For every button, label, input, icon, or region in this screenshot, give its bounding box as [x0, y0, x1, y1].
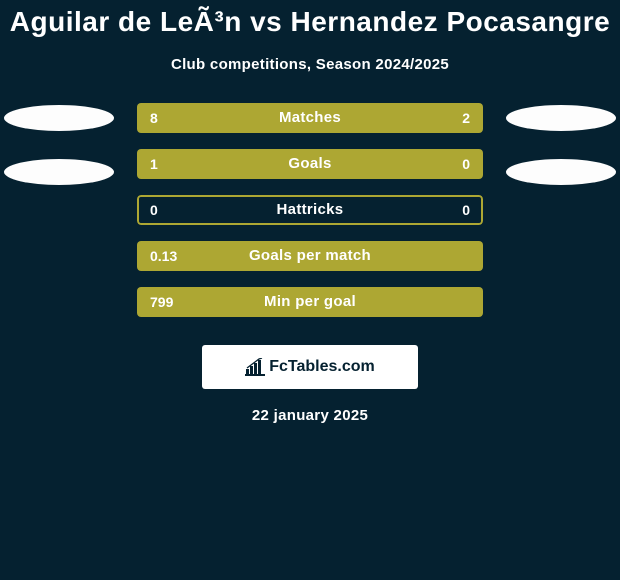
stat-row: 00Hattricks [0, 195, 620, 241]
brand-text: FcTables.com [269, 358, 375, 376]
stat-label: Hattricks [0, 195, 620, 225]
brand-badge[interactable]: FcTables.com [202, 345, 418, 389]
stat-row: 10Goals [0, 149, 620, 195]
stat-label: Goals per match [0, 241, 620, 271]
comparison-card: Aguilar de LeÃ³n vs Hernandez Pocasangre… [0, 0, 620, 580]
date-label: 22 january 2025 [0, 407, 620, 424]
stat-label: Matches [0, 103, 620, 133]
stat-label: Goals [0, 149, 620, 179]
stat-row: 82Matches [0, 103, 620, 149]
stat-rows: 82Matches10Goals00Hattricks0.13Goals per… [0, 103, 620, 333]
chart-icon [245, 358, 265, 376]
stat-row: 0.13Goals per match [0, 241, 620, 287]
subtitle: Club competitions, Season 2024/2025 [0, 56, 620, 73]
page-title: Aguilar de LeÃ³n vs Hernandez Pocasangre [0, 0, 620, 38]
stat-label: Min per goal [0, 287, 620, 317]
stat-row: 799Min per goal [0, 287, 620, 333]
